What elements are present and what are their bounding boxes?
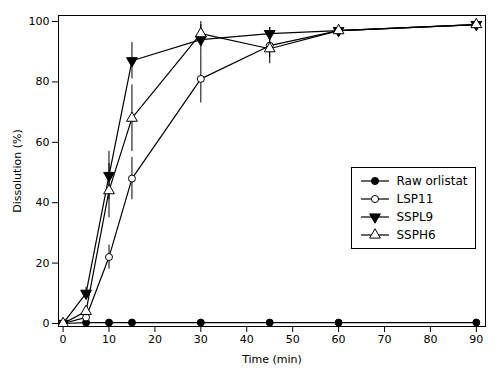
svg-text:20: 20 <box>36 257 50 270</box>
svg-text:90: 90 <box>469 333 483 346</box>
svg-text:50: 50 <box>286 333 300 346</box>
svg-text:Time (min): Time (min) <box>241 353 302 366</box>
svg-text:20: 20 <box>148 333 162 346</box>
html-text:SSPL9: SSPL9 <box>396 209 434 224</box>
svg-text:70: 70 <box>377 333 391 346</box>
svg-text:10: 10 <box>102 333 116 346</box>
svg-text:80: 80 <box>36 75 50 88</box>
svg-text:40: 40 <box>36 196 50 209</box>
svg-text:100: 100 <box>29 15 50 28</box>
html-text:SSPH6: SSPH6 <box>396 227 436 242</box>
svg-text:0: 0 <box>60 333 67 346</box>
html-text:LSP11: LSP11 <box>396 191 434 206</box>
svg-text:60: 60 <box>332 333 346 346</box>
svg-text:40: 40 <box>240 333 254 346</box>
svg-text:80: 80 <box>423 333 437 346</box>
html-text:Raw orlistat: Raw orlistat <box>396 173 468 188</box>
svg-text:60: 60 <box>36 136 50 149</box>
svg-text:0: 0 <box>43 317 50 330</box>
svg-text:30: 30 <box>194 333 208 346</box>
svg-text:Dissolution (%): Dissolution (%) <box>11 129 24 212</box>
